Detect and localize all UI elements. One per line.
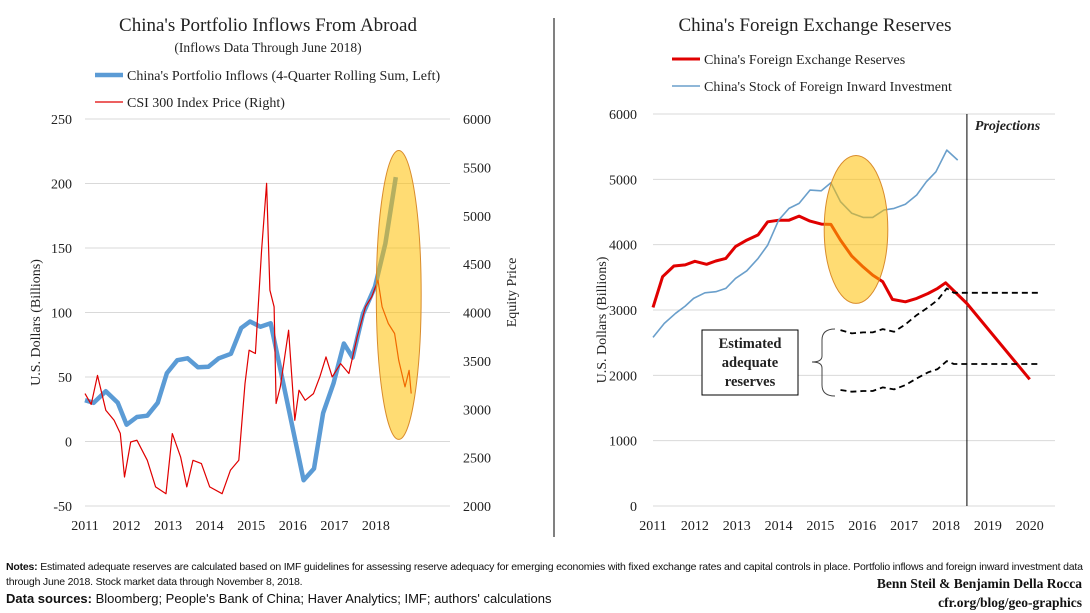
notes-text: Estimated adequate reserves are calculat… [6, 561, 1083, 588]
y-right-tick-label: 3000 [463, 403, 491, 418]
series-line [651, 214, 1031, 381]
y-right-tick-label: 2000 [463, 500, 491, 515]
y-right-tick-label: 4500 [463, 258, 491, 273]
y-tick-label: 200 [51, 178, 72, 193]
x-tick-label: 2011 [639, 519, 666, 534]
x-tick-label: 2014 [196, 519, 224, 534]
x-tick-label: 2013 [723, 519, 751, 534]
adequate-reserves-line [840, 287, 1041, 335]
chart-title: China's Portfolio Inflows From Abroad [119, 15, 417, 36]
series-line [84, 182, 412, 495]
y-right-tick-label: 2500 [463, 452, 491, 467]
x-tick-label: 2016 [279, 519, 307, 534]
y-tick-label: 0 [65, 436, 72, 451]
x-tick-label: 2020 [1016, 519, 1044, 534]
y-tick-label: 4000 [609, 239, 637, 254]
x-tick-label: 2015 [237, 519, 265, 534]
y-tick-label: 6000 [609, 108, 637, 123]
x-tick-label: 2017 [320, 519, 348, 534]
x-tick-label: 2014 [765, 519, 793, 534]
y-tick-label: -50 [53, 500, 72, 515]
series-line [84, 176, 399, 483]
brace [811, 328, 836, 397]
x-tick-label: 2017 [890, 519, 918, 534]
legend-label: China's Foreign Exchange Reserves [704, 53, 905, 68]
y-right-axis-label: Equity Price [505, 258, 520, 328]
annotation-box [701, 329, 799, 396]
legend-label: China's Portfolio Inflows (4-Quarter Rol… [127, 69, 441, 84]
y-tick-label: 100 [51, 307, 72, 322]
y-tick-label: 1000 [609, 435, 637, 450]
authors: Benn Steil & Benjamin Della Rocca [876, 576, 1082, 591]
projections-label: Projections [975, 119, 1041, 134]
legend-label: China's Stock of Foreign Inward Investme… [704, 80, 952, 95]
x-tick-label: 2015 [806, 519, 834, 534]
y-tick-label: 250 [51, 113, 72, 128]
x-tick-label: 2018 [362, 519, 390, 534]
data-sources: Data sources: Bloomberg; People's Bank o… [6, 591, 551, 606]
y-axis-label: U.S. Dollars (Billions) [29, 259, 44, 386]
x-tick-label: 2013 [154, 519, 182, 534]
credit: Benn Steil & Benjamin Della Rocca cfr.org… [877, 574, 1082, 612]
chart-subtitle: (Inflows Data Through June 2018) [174, 40, 361, 55]
notes-label: Notes: [6, 561, 38, 573]
annotation-text: adequate [722, 355, 779, 371]
y-tick-label: 50 [58, 371, 72, 386]
legend-label: CSI 300 Index Price (Right) [127, 96, 285, 111]
sources-text: Bloomberg; People's Bank of China; Haver… [91, 591, 552, 606]
y-tick-label: 150 [51, 242, 72, 257]
adequate-reserves-line [840, 360, 1041, 393]
y-right-tick-label: 4000 [463, 307, 491, 322]
annotation-text: Estimated [719, 336, 782, 352]
x-tick-label: 2012 [113, 519, 141, 534]
source-url: cfr.org/blog/geo-graphics [938, 595, 1082, 610]
x-tick-label: 2016 [848, 519, 876, 534]
notes: Notes: Estimated adequate reserves are c… [6, 560, 1090, 590]
y-right-tick-label: 5000 [463, 210, 491, 225]
y-tick-label: 2000 [609, 369, 637, 384]
y-axis-label: U.S. Dollars (Billions) [595, 256, 610, 383]
y-tick-label: 0 [630, 500, 637, 515]
x-tick-label: 2012 [681, 519, 709, 534]
annotation-text: reserves [725, 374, 776, 390]
sources-label: Data sources: [6, 591, 92, 606]
y-right-tick-label: 5500 [463, 161, 491, 176]
x-tick-label: 2018 [932, 519, 960, 534]
x-tick-label: 2011 [71, 519, 98, 534]
x-tick-label: 2019 [974, 519, 1002, 534]
highlight-ellipse [375, 149, 422, 440]
y-right-tick-label: 6000 [463, 113, 491, 128]
y-tick-label: 3000 [609, 304, 637, 319]
chart-title: China's Foreign Exchange Reserves [678, 15, 951, 36]
y-tick-label: 5000 [609, 173, 637, 188]
series-line [652, 149, 959, 338]
y-right-tick-label: 3500 [463, 355, 491, 370]
highlight-ellipse [823, 154, 889, 304]
